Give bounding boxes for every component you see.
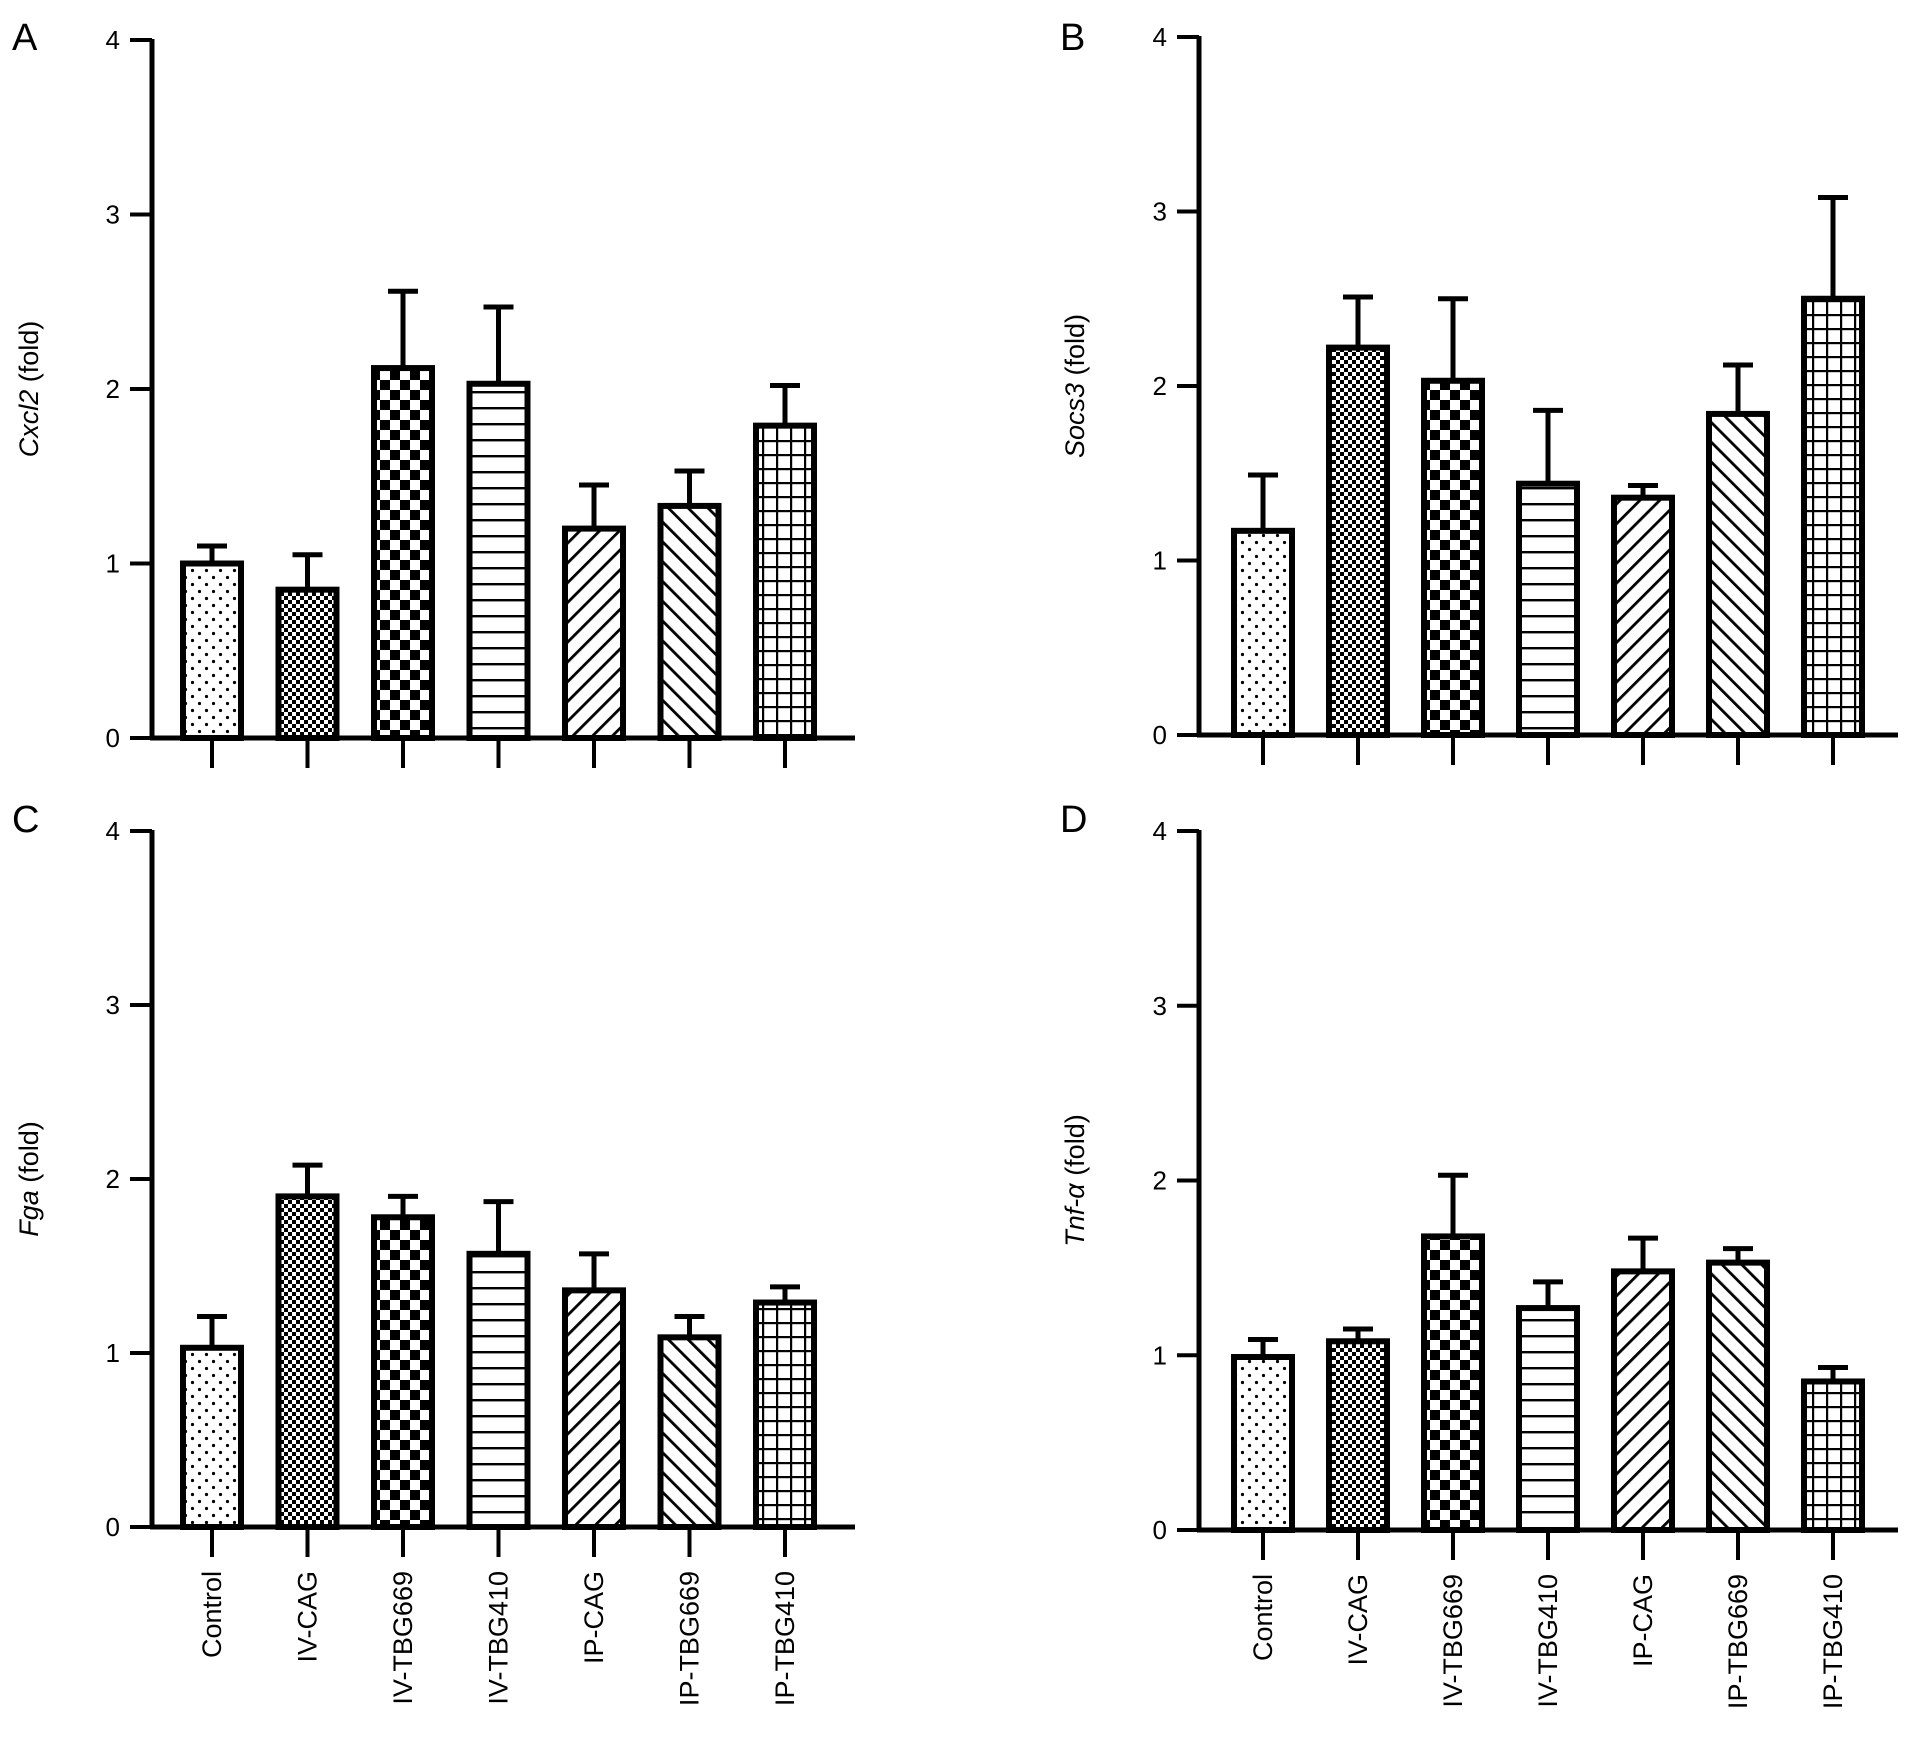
panel-a: A 0 1 2 3 4 Cxcl2 (fold) [12,17,855,768]
y-axis-label: Socs3 (fold) [1060,314,1090,458]
panel-c: C 0 1 2 3 4 Fga (fold) Control IV-CAG IV-TBG669 IV… [12,799,855,1706]
x-category-label: IP-CAG [579,1571,609,1664]
y-tick-label: 1 [106,1338,120,1368]
y-axis-label-unit: (fold) [1060,314,1090,383]
panel-letter: D [1060,799,1087,841]
bar-ip-tbg669 [657,502,722,742]
bar-ip-cag [562,525,626,741]
y-tick-label: 0 [1153,720,1167,750]
x-category-label: IP-TBG410 [770,1571,800,1706]
panel-letter: B [1060,17,1085,59]
y-tick-label: 4 [106,816,120,846]
y-tick-label: 0 [1153,1515,1167,1545]
y-tick-label: 3 [1153,197,1167,227]
y-tick-label: 1 [1153,1340,1167,1370]
bar-control [180,1344,244,1531]
y-tick-label: 3 [1153,991,1167,1021]
panel-letter: C [12,799,39,841]
bar-control [1231,527,1295,739]
bar-iv-tbg410 [1516,480,1580,738]
bar-ip-cag [1611,1268,1675,1533]
bar-ip-tbg669 [1706,410,1770,738]
bar-ip-tbg410 [753,1299,817,1531]
y-tick-label: 2 [1153,371,1167,401]
y-tick-label: 2 [106,1164,120,1194]
y-axis-label-gene: Cxcl2 [14,390,44,458]
panel-d: D 0 1 2 3 4 Tnf-α (fold) Control IV-CAG IV-TBG669… [1060,799,1898,1709]
bar-iv-tbg669 [371,1214,435,1531]
bar-ip-cag [562,1287,626,1530]
bar-iv-cag [275,586,340,741]
bar-iv-cag [275,1193,340,1531]
x-category-label: IV-TBG669 [1438,1574,1468,1708]
y-axis-label-unit: (fold) [14,1121,44,1190]
y-axis-label-gene: Socs3 [1060,383,1090,458]
bar-iv-tbg410 [1516,1305,1580,1533]
bar-control [1231,1353,1295,1534]
bar-iv-tbg669 [1421,377,1485,738]
x-category-label: IP-CAG [1628,1574,1658,1667]
bar-iv-tbg410 [466,380,531,741]
y-tick-label: 4 [1153,816,1167,846]
y-axis-label-unit: (fold) [1060,1114,1090,1183]
bar-ip-tbg669 [657,1334,722,1530]
y-axis-label-gene: Tnf-α [1060,1182,1090,1247]
y-tick-label: 4 [106,25,120,55]
y-axis-label-unit: (fold) [14,321,44,390]
bar-ip-tbg669 [1706,1259,1770,1533]
x-category-label: IV-CAG [293,1571,323,1663]
x-category-label: Control [197,1571,227,1658]
y-tick-label: 3 [106,200,120,230]
panel-b: B 0 1 2 3 4 Socs3 (fold) [1060,17,1898,765]
bar-iv-cag [1326,344,1390,738]
bar-ip-cag [1611,494,1675,738]
bar-iv-cag [1326,1338,1390,1534]
x-category-label: IV-TBG410 [484,1571,514,1705]
y-tick-label: 2 [1153,1166,1167,1196]
x-category-label: IP-TBG669 [675,1571,705,1706]
y-axis-label: Fga (fold) [14,1121,44,1237]
x-category-label: IP-TBG669 [1723,1574,1753,1709]
bar-control [180,560,244,741]
y-tick-label: 3 [106,990,120,1020]
x-category-label: IV-TBG669 [388,1571,418,1705]
y-tick-label: 1 [1153,546,1167,576]
x-category-label: IP-TBG410 [1818,1574,1848,1709]
y-axis-label: Tnf-α (fold) [1060,1114,1090,1246]
bar-ip-tbg410 [753,422,817,741]
y-axis-label-gene: Fga [14,1190,44,1237]
y-tick-label: 1 [106,549,120,579]
y-axis-label: Cxcl2 (fold) [14,321,44,458]
bar-iv-tbg669 [1421,1233,1485,1534]
bar-ip-tbg410 [1801,295,1865,738]
y-tick-label: 4 [1153,22,1167,52]
panel-letter: A [12,17,38,59]
bar-iv-tbg669 [371,365,435,741]
panels: A 0 1 2 3 4 Cxcl2 (fold) B 0 1 2 3 4 Socs3 (fold) C 0 1 2… [12,17,1898,1709]
y-tick-label: 0 [106,1512,120,1542]
bar-ip-tbg410 [1801,1378,1865,1534]
x-category-label: IV-TBG410 [1533,1574,1563,1708]
y-tick-label: 0 [106,723,120,753]
bar-iv-tbg410 [466,1250,531,1530]
x-category-label: IV-CAG [1343,1574,1373,1666]
y-tick-label: 2 [106,374,120,404]
x-category-label: Control [1248,1574,1278,1661]
